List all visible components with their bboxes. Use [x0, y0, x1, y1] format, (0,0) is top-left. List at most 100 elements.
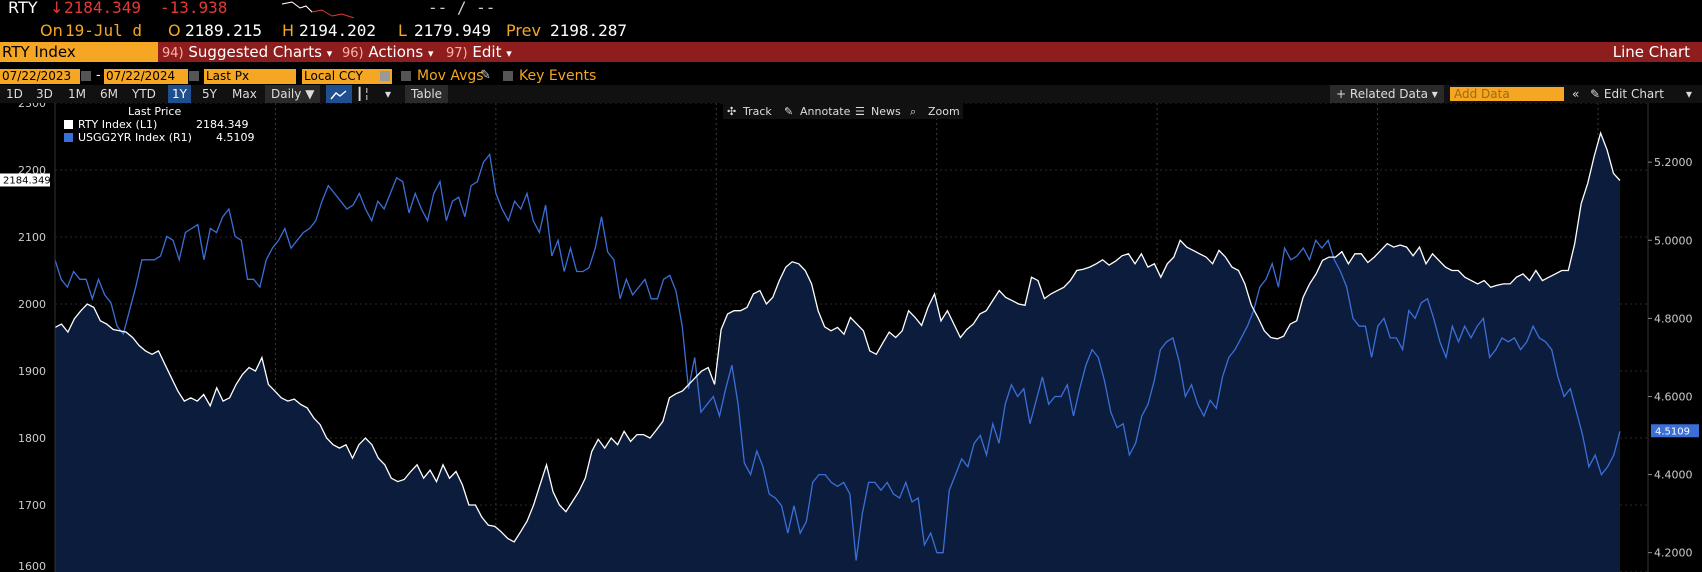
rty-area-fill — [55, 133, 1620, 572]
end-date-field[interactable]: 07/22/2024 — [104, 69, 188, 84]
range-bar: 1D 3D 1M 6M YTD 1Y 5Y Max Daily ▼ ┃╎ ▾ T… — [0, 85, 1702, 103]
period-1d[interactable]: 1D — [6, 87, 23, 101]
start-date-field[interactable]: 07/22/2023 — [0, 69, 80, 84]
down-arrow-icon: ↓ — [50, 0, 64, 17]
period-max[interactable]: Max — [232, 87, 257, 101]
chevron-down-icon: ▾ — [326, 47, 333, 60]
left-axis-tick-label: 1900 — [18, 365, 46, 378]
left-axis-tick-label: 1800 — [18, 432, 46, 445]
quote-bar: RTY ↓ 2184.349 -13.938 -- / -- — [0, 0, 1702, 20]
pencil-icon[interactable]: ✎ — [784, 105, 793, 118]
pencil-icon: ✎ — [1590, 87, 1601, 101]
news-button[interactable]: News — [871, 105, 901, 118]
frequency-label: Daily — [271, 87, 302, 101]
key-events-label: Key Events — [519, 68, 597, 84]
related-data-label: Related Data — [1349, 87, 1428, 101]
mov-avgs-checkbox[interactable] — [401, 71, 411, 81]
edit-menu[interactable]: 97) Edit ▾ — [446, 42, 512, 62]
period-1y[interactable]: 1Y — [168, 85, 191, 103]
actions-menu[interactable]: 96) Actions ▾ — [342, 42, 434, 62]
chevron-down-icon[interactable] — [380, 71, 390, 81]
bar-style-icon[interactable]: ┃╎ — [356, 87, 371, 101]
legend-value-rty: 2184.349 — [196, 118, 249, 131]
bid-ask: -- / -- — [428, 0, 496, 17]
legend-swatch-rty — [64, 120, 73, 129]
suggested-charts-num: 94) — [162, 46, 184, 61]
right-axis-tick-label: 4.2000 — [1654, 547, 1693, 560]
date-separator: - — [96, 68, 101, 83]
right-axis-tick-label: 4.6000 — [1654, 390, 1693, 403]
chart-type-label: Line Chart — [1612, 43, 1690, 61]
rty-series-line[interactable] — [54, 131, 1621, 543]
left-axis-tick-label: 2300 — [18, 103, 46, 110]
add-data-input[interactable]: Add Data — [1450, 87, 1564, 101]
on-label: On — [40, 21, 63, 40]
mov-avgs-label: Mov Avgs — [417, 68, 484, 84]
menu-bar: RTY Index 94) Suggested Charts ▾ 96) Act… — [0, 42, 1702, 62]
security-field[interactable]: RTY Index — [0, 42, 158, 62]
usgg2yr-last-value-tag: 4.5109 — [1651, 424, 1699, 438]
actions-label: Actions — [368, 43, 424, 61]
frequency-selector[interactable]: Daily ▼ — [265, 85, 321, 103]
chevron-down-icon: ▾ — [506, 47, 512, 60]
high-label: H — [282, 21, 295, 40]
currency-selector[interactable]: Local CCY — [302, 69, 392, 84]
collapse-icon[interactable]: « — [1572, 87, 1580, 101]
news-icon[interactable]: ☰ — [855, 105, 865, 118]
calendar-icon[interactable] — [81, 71, 91, 81]
prev-value: 2198.287 — [550, 21, 628, 40]
caret-down-icon: ▼ — [305, 87, 315, 101]
usgg2yr-series-line[interactable] — [54, 152, 1621, 561]
open-label: O — [168, 21, 181, 40]
zoom-button[interactable]: Zoom — [928, 105, 960, 118]
left-axis-tick-label: 2000 — [18, 298, 46, 311]
right-axis-ticks: 4.2000 4.4000 4.6000 4.8000 5.0000 5.2000 — [1648, 156, 1693, 560]
left-axis-tick-label: 1700 — [18, 499, 46, 512]
high-value: 2194.202 — [299, 21, 377, 40]
period-ytd[interactable]: YTD — [132, 87, 156, 101]
chart-legend: Last Price RTY Index (L1) 2184.349 USGG2… — [64, 105, 255, 144]
quote-date: 19-Jul d — [65, 21, 143, 40]
calendar-icon[interactable] — [189, 71, 199, 81]
period-3d[interactable]: 3D — [36, 87, 53, 101]
line-chart-icon[interactable] — [326, 85, 352, 103]
last-price: 2184.349 — [64, 0, 142, 17]
legend-label-usgg2yr: USGG2YR Index (R1) — [78, 131, 192, 144]
left-axis-tick-label: 2100 — [18, 231, 46, 244]
edit-num: 97) — [446, 46, 468, 61]
settings-bar: 07/22/2023 - 07/22/2024 Last Px Local CC… — [0, 66, 1702, 86]
prev-label: Prev — [506, 21, 541, 40]
ticker[interactable]: RTY — [8, 0, 38, 17]
period-6m[interactable]: 6M — [100, 87, 118, 101]
edit-chart-button[interactable]: ✎ Edit Chart — [1590, 85, 1664, 103]
chart-toolbar: ✣ Track ✎ Annotate ☰ News ⌕ Zoom — [723, 103, 963, 119]
track-button[interactable]: Track — [742, 105, 772, 118]
rty-last-value: 2184.349 — [3, 175, 51, 186]
period-5y[interactable]: 5Y — [202, 87, 217, 101]
legend-label-rty: RTY Index (L1) — [78, 118, 157, 131]
key-events-checkbox[interactable] — [503, 71, 513, 81]
plus-icon: + — [1336, 87, 1347, 101]
chevron-down-icon[interactable]: ▾ — [385, 87, 392, 101]
rty-last-value-tag: 2184.349 — [0, 173, 51, 187]
period-1m[interactable]: 1M — [68, 87, 86, 101]
chevron-down-icon: ▾ — [427, 47, 434, 60]
legend-title: Last Price — [128, 105, 181, 118]
related-data-button[interactable]: + Related Data ▾ — [1330, 85, 1444, 103]
right-axis-tick-label: 4.8000 — [1654, 312, 1693, 325]
low-label: L — [398, 21, 407, 40]
sparkline-icon — [282, 1, 355, 18]
zoom-icon[interactable]: ⌕ — [910, 105, 916, 118]
chevron-down-icon[interactable]: ▾ — [1686, 87, 1693, 101]
actions-num: 96) — [342, 46, 364, 61]
low-value: 2179.949 — [414, 21, 492, 40]
suggested-charts-menu[interactable]: 94) Suggested Charts ▾ — [162, 42, 332, 62]
crosshair-icon[interactable]: ✣ — [727, 105, 736, 118]
field-selector[interactable]: Last Px — [204, 69, 296, 84]
pencil-icon[interactable]: ✎ — [480, 68, 491, 83]
table-button[interactable]: Table — [405, 85, 449, 103]
annotate-button[interactable]: Annotate — [800, 105, 851, 118]
ohlc-bar: M On 19-Jul d O 2189.215 H 2194.202 L 21… — [0, 20, 1702, 60]
